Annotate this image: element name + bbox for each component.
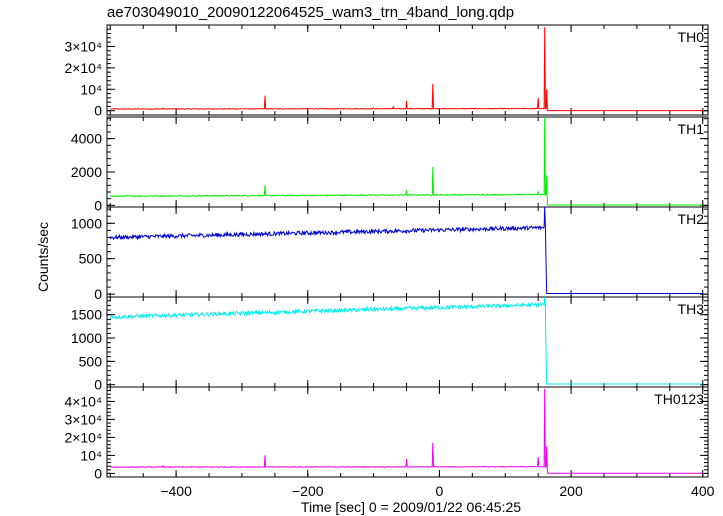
- series-line-th0123: [110, 388, 703, 474]
- series-label-th0: TH0: [678, 29, 705, 45]
- y-tick-label: 0: [94, 286, 102, 302]
- panel-th0123: 0 10⁴ 2×10⁴ 3×10⁴ 4×10⁴ TH0123: [64, 386, 709, 481]
- y-tick-label: 4×10⁴: [64, 393, 102, 409]
- x-tick-label: 200: [559, 483, 583, 499]
- x-tick-label: 400: [691, 483, 715, 499]
- y-tick-label: 4000: [71, 131, 102, 147]
- panel-th3: 0 500 1000 1500 TH3: [71, 296, 709, 393]
- y-tick-label: 0: [94, 377, 102, 393]
- panel-th2: 0 500 1000 TH2: [71, 206, 709, 302]
- x-tick-label: −400: [160, 483, 192, 499]
- y-tick-label: 2×10⁴: [64, 60, 102, 76]
- y-tick-label: 3×10⁴: [64, 38, 102, 54]
- y-tick-label: 0: [94, 197, 102, 213]
- series-label-th1: TH1: [678, 121, 705, 137]
- y-tick-label: 0: [94, 465, 102, 481]
- panel-frame: [106, 24, 709, 116]
- x-axis: −400 −200 0 200 400: [160, 483, 714, 499]
- panel-th0: 0 10⁴ 2×10⁴ 3×10⁴ TH0: [64, 24, 709, 119]
- y-tick-label: 2×10⁴: [64, 429, 102, 445]
- panel-th1: 0 2000 4000 TH1: [71, 116, 709, 213]
- series-line-th0: [110, 27, 703, 112]
- series-label-th2: TH2: [678, 211, 705, 227]
- y-tick-label: 10⁴: [80, 447, 102, 463]
- series-label-th0123: TH0123: [654, 391, 704, 407]
- x-tick-label: 0: [436, 483, 444, 499]
- y-tick-label: 1000: [71, 330, 102, 346]
- x-tick-label: −200: [292, 483, 324, 499]
- y-tick-label: 1000: [71, 215, 102, 231]
- series-line-th2: [109, 206, 703, 294]
- x-axis-label: Time [sec] 0 = 2009/01/22 06:45:25: [301, 499, 521, 515]
- series-label-th3: TH3: [678, 301, 705, 317]
- y-tick-label: 1500: [71, 307, 102, 323]
- panel-frame: [106, 386, 709, 478]
- y-tick-label: 2000: [71, 164, 102, 180]
- y-tick-label: 500: [79, 251, 103, 267]
- panel-frame: [106, 296, 709, 388]
- y-tick-label: 10⁴: [80, 81, 102, 97]
- panel-frame: [106, 116, 709, 208]
- y-axis-label: Counts/sec: [35, 222, 51, 292]
- series-line-th1: [110, 116, 703, 206]
- y-tick-label: 3×10⁴: [64, 411, 102, 427]
- panel-frame: [106, 206, 709, 298]
- series-line-th3: [109, 296, 703, 385]
- chart-title: ae703049010_20090122064525_wam3_trn_4ban…: [107, 4, 514, 21]
- panels: 0 10⁴ 2×10⁴ 3×10⁴ TH0 0 2000 4000 TH1 0 500 1000 TH2…: [64, 24, 709, 481]
- y-tick-label: 500: [79, 353, 103, 369]
- y-tick-label: 0: [94, 103, 102, 119]
